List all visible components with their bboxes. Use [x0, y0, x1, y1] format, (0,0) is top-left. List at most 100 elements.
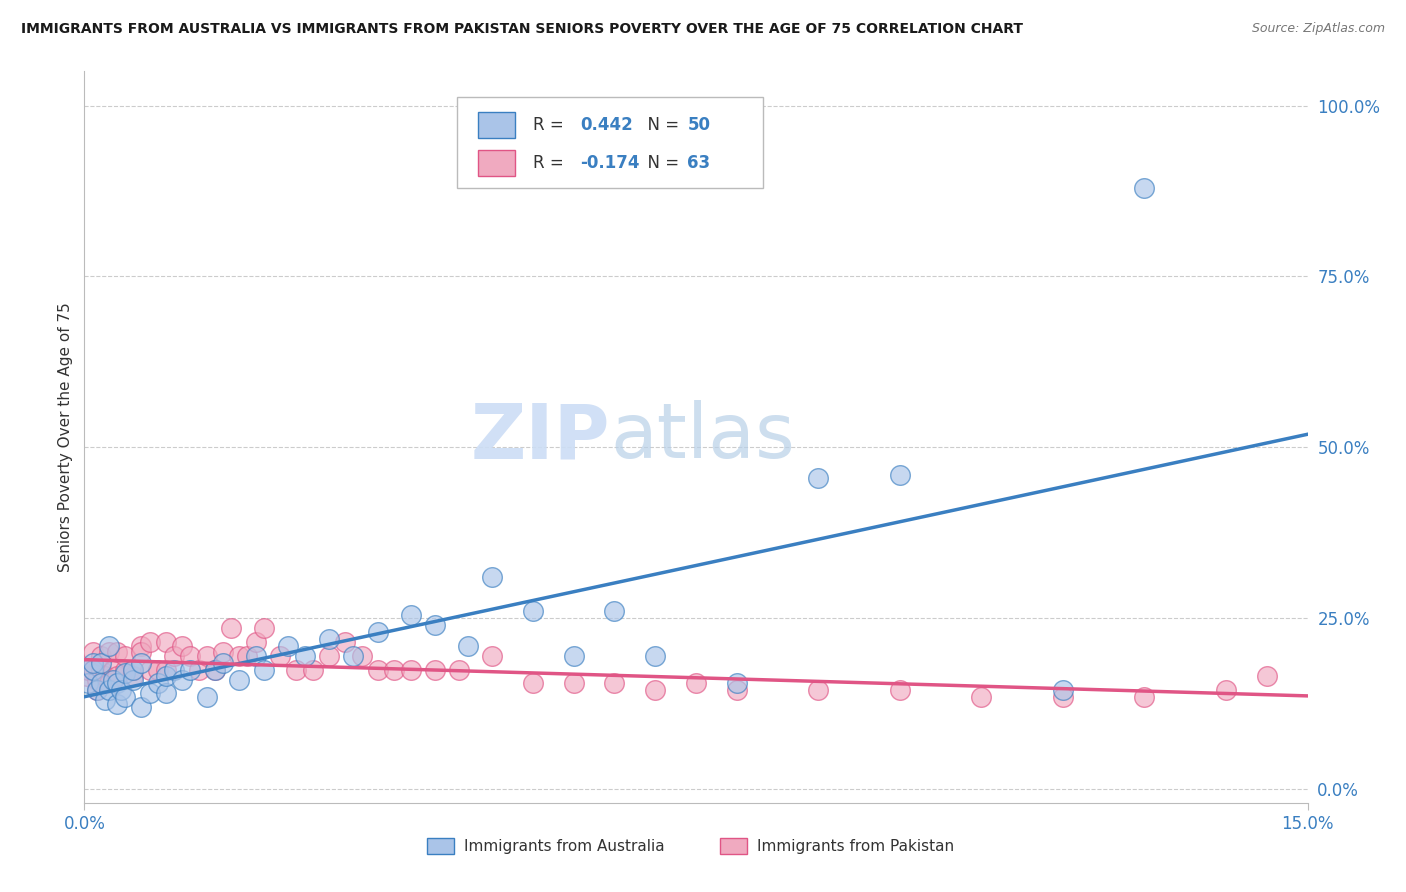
Point	[204, 663, 226, 677]
Point	[399, 607, 422, 622]
Text: Source: ZipAtlas.com: Source: ZipAtlas.com	[1251, 22, 1385, 36]
Point	[97, 683, 120, 698]
Text: 0.442: 0.442	[579, 116, 633, 134]
Point	[382, 663, 405, 677]
Point	[318, 648, 340, 663]
Point	[105, 676, 128, 690]
Point	[172, 673, 194, 687]
FancyBboxPatch shape	[427, 838, 454, 854]
Text: IMMIGRANTS FROM AUSTRALIA VS IMMIGRANTS FROM PAKISTAN SENIORS POVERTY OVER THE A: IMMIGRANTS FROM AUSTRALIA VS IMMIGRANTS …	[21, 22, 1024, 37]
Text: N =: N =	[637, 153, 685, 172]
Point	[105, 645, 128, 659]
Point	[110, 683, 132, 698]
Point	[93, 693, 115, 707]
Point	[131, 639, 153, 653]
FancyBboxPatch shape	[478, 112, 515, 138]
FancyBboxPatch shape	[720, 838, 748, 854]
Text: Immigrants from Australia: Immigrants from Australia	[464, 839, 664, 855]
Point	[423, 618, 446, 632]
Point	[155, 663, 177, 677]
Point	[77, 663, 100, 677]
Point	[301, 663, 323, 677]
Point	[245, 648, 267, 663]
Point	[212, 656, 235, 670]
Point	[367, 663, 389, 677]
Point	[725, 683, 748, 698]
Point	[245, 635, 267, 649]
Point	[1133, 180, 1156, 194]
Point	[97, 645, 120, 659]
Text: R =: R =	[533, 153, 569, 172]
Point	[970, 690, 993, 704]
Point	[481, 570, 503, 584]
Point	[1215, 683, 1237, 698]
Point	[82, 656, 104, 670]
Point	[122, 663, 145, 677]
Point	[114, 665, 136, 680]
Point	[90, 676, 112, 690]
Point	[138, 663, 160, 677]
Point	[228, 648, 250, 663]
Point	[82, 645, 104, 659]
Point	[90, 676, 112, 690]
Point	[122, 673, 145, 687]
Point	[101, 673, 124, 687]
Point	[131, 645, 153, 659]
Point	[204, 663, 226, 677]
Y-axis label: Seniors Poverty Over the Age of 75: Seniors Poverty Over the Age of 75	[58, 302, 73, 572]
Text: 63: 63	[688, 153, 710, 172]
Point	[481, 648, 503, 663]
FancyBboxPatch shape	[457, 97, 763, 188]
Point	[155, 635, 177, 649]
Text: N =: N =	[637, 116, 685, 134]
Text: 50: 50	[688, 116, 710, 134]
Point	[114, 663, 136, 677]
FancyBboxPatch shape	[478, 150, 515, 176]
Point	[163, 663, 186, 677]
Text: ZIP: ZIP	[471, 401, 610, 474]
Point	[644, 683, 666, 698]
Point	[146, 663, 169, 677]
Point	[82, 663, 104, 677]
Point	[1256, 669, 1278, 683]
Point	[155, 669, 177, 683]
Point	[277, 639, 299, 653]
Point	[269, 648, 291, 663]
Point	[122, 663, 145, 677]
Point	[889, 683, 911, 698]
Point	[187, 663, 209, 677]
Point	[131, 656, 153, 670]
Point	[219, 622, 242, 636]
Point	[86, 683, 108, 698]
Point	[195, 648, 218, 663]
Point	[138, 635, 160, 649]
Point	[105, 669, 128, 683]
Point	[367, 624, 389, 639]
Point	[97, 676, 120, 690]
Point	[253, 663, 276, 677]
Point	[97, 639, 120, 653]
Point	[457, 639, 479, 653]
Text: Immigrants from Pakistan: Immigrants from Pakistan	[758, 839, 955, 855]
Point	[90, 656, 112, 670]
Point	[725, 676, 748, 690]
Point	[138, 686, 160, 700]
Text: -0.174: -0.174	[579, 153, 640, 172]
Point	[318, 632, 340, 646]
Point	[603, 604, 626, 618]
Point	[807, 471, 830, 485]
Point	[114, 648, 136, 663]
Point	[93, 669, 115, 683]
Point	[522, 604, 544, 618]
Point	[90, 663, 112, 677]
Point	[90, 648, 112, 663]
Point	[423, 663, 446, 677]
Point	[212, 645, 235, 659]
Point	[77, 676, 100, 690]
Point	[562, 676, 585, 690]
Point	[163, 648, 186, 663]
Point	[228, 673, 250, 687]
Point	[350, 648, 373, 663]
Point	[146, 676, 169, 690]
Point	[76, 669, 98, 683]
